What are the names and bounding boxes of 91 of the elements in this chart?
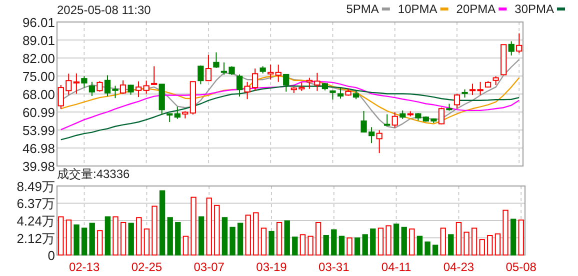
legend-label: 30PMA [514, 2, 554, 16]
bar [323, 234, 329, 256]
bar [214, 204, 220, 256]
bar [268, 230, 274, 256]
bar [487, 234, 493, 256]
candlestick [275, 64, 282, 82]
bar [206, 198, 212, 256]
y-tick-label: 82.00 [22, 51, 55, 66]
bar [182, 236, 189, 256]
bar [97, 230, 103, 256]
bar [409, 228, 415, 256]
bar [167, 217, 173, 256]
bar [66, 220, 72, 256]
bar [432, 244, 438, 256]
legend-label: 20PMA [456, 2, 496, 16]
bar [230, 226, 236, 256]
x-tick-label: 02-25 [131, 260, 162, 274]
bar [370, 228, 376, 256]
bar [456, 222, 462, 256]
bar [346, 237, 352, 256]
bar [74, 224, 80, 256]
bar [518, 220, 524, 256]
y-tick-label: 89.01 [22, 32, 55, 48]
bar [128, 222, 134, 256]
chart-title: 成交量:43336 [57, 167, 130, 181]
y-tick-label: 53.99 [22, 122, 55, 138]
bar [104, 216, 111, 256]
bar [471, 228, 478, 256]
bar [315, 222, 322, 256]
y-tick-label: 68.00 [22, 86, 55, 102]
y-tick-label: 46.98 [22, 141, 55, 156]
x-tick-label: 05-08 [506, 260, 537, 274]
bar [401, 226, 407, 256]
bar [245, 214, 251, 256]
legend-label: 5PMA [346, 2, 379, 16]
bar [260, 228, 267, 256]
bar [89, 222, 95, 256]
legend-label: 10PMA [398, 2, 438, 16]
bar [448, 234, 454, 256]
bar [300, 234, 306, 256]
bar [159, 190, 166, 256]
y-tick-label: 2.12万 [16, 230, 55, 246]
bar [222, 217, 228, 256]
x-tick-label: 03-19 [256, 260, 288, 274]
bar [175, 222, 181, 256]
bar [58, 216, 64, 256]
bar [494, 233, 501, 256]
y-tick-label: 75.00 [22, 68, 55, 84]
y-tick-label: 4.24万 [16, 214, 55, 229]
bar [81, 228, 88, 256]
bar [479, 239, 485, 256]
bar [112, 216, 118, 256]
bar [416, 236, 423, 256]
y-tick-label: 0 [48, 248, 55, 263]
bar [308, 236, 314, 256]
bar [354, 237, 360, 256]
bar [378, 228, 384, 256]
y-tick-label: 96.01 [22, 15, 55, 30]
bar [502, 210, 508, 256]
bar [440, 228, 446, 256]
x-tick-label: 04-23 [443, 260, 474, 274]
bar [237, 222, 244, 256]
bar [198, 216, 204, 256]
bar [284, 220, 290, 256]
chart-title: 2025-05-08 11:30 [57, 3, 152, 17]
bar [362, 234, 368, 256]
y-tick-label: 60.99 [22, 105, 55, 120]
bar [386, 225, 392, 256]
bar [144, 228, 150, 256]
x-tick-label: 04-11 [381, 260, 412, 274]
bar [292, 236, 298, 256]
candlestick [73, 72, 80, 94]
bar [253, 212, 259, 256]
bar [338, 236, 345, 256]
x-tick-label: 03-07 [194, 260, 225, 274]
bar [152, 206, 158, 256]
x-tick-label: 02-13 [68, 260, 100, 274]
y-tick-label: 6.37万 [16, 196, 55, 212]
y-tick-label: 39.98 [22, 159, 55, 174]
bar [464, 232, 470, 256]
x-tick-label: 03-31 [318, 260, 350, 274]
bar [424, 241, 430, 256]
y-tick-label: 8.49万 [16, 179, 55, 194]
bar [276, 222, 282, 256]
bar [120, 222, 126, 256]
bar [190, 196, 196, 256]
bar [510, 218, 516, 256]
bar [136, 217, 142, 256]
bar [393, 224, 400, 256]
candlestick [376, 130, 382, 154]
bar [331, 229, 337, 256]
